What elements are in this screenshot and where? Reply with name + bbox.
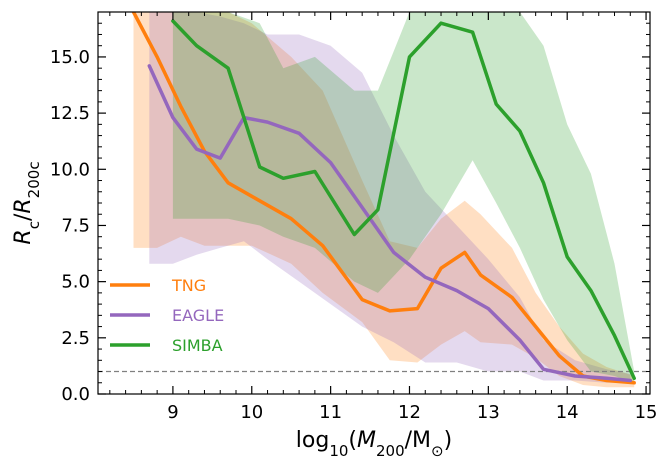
x-tick-label: 13: [477, 402, 500, 423]
x-axis-ticks: 9 10 11 12 13 14 15: [109, 12, 658, 423]
y-tick-label: 7.5: [61, 215, 90, 236]
simba-line: [171, 19, 636, 381]
legend-label-simba: SIMBA: [172, 336, 223, 355]
simba-band: [172, 12, 635, 383]
x-axis-label: log10(M200/M⊙): [296, 428, 452, 458]
x-tick-label: 14: [556, 402, 579, 423]
tng-line: [131, 12, 636, 385]
x-tick-label: 10: [240, 402, 263, 423]
legend-label-tng: TNG: [171, 276, 206, 295]
y-tick-label: 10.0: [50, 159, 90, 180]
y-tick-label: 12.5: [50, 103, 90, 124]
x-tick-label: 12: [398, 402, 421, 423]
eagle-line: [147, 64, 633, 383]
legend-label-eagle: EAGLE: [172, 306, 224, 325]
y-axis-ticks: 0.0 2.5 5.0 7.5 10.0 12.5 15.0: [50, 11, 650, 405]
x-tick-label: 15: [635, 402, 658, 423]
series-lines: [131, 12, 636, 385]
eagle-band: [149, 12, 631, 383]
y-tick-label: 15.0: [50, 47, 90, 68]
y-tick-label: 2.5: [61, 328, 90, 349]
x-tick-label: 9: [167, 402, 178, 423]
y-tick-label: 0.0: [61, 384, 90, 405]
legend: TNG EAGLE SIMBA: [110, 276, 224, 355]
x-tick-label: 11: [319, 402, 342, 423]
y-tick-label: 5.0: [61, 272, 90, 293]
y-axis-label: Rc/R200c: [11, 161, 43, 244]
